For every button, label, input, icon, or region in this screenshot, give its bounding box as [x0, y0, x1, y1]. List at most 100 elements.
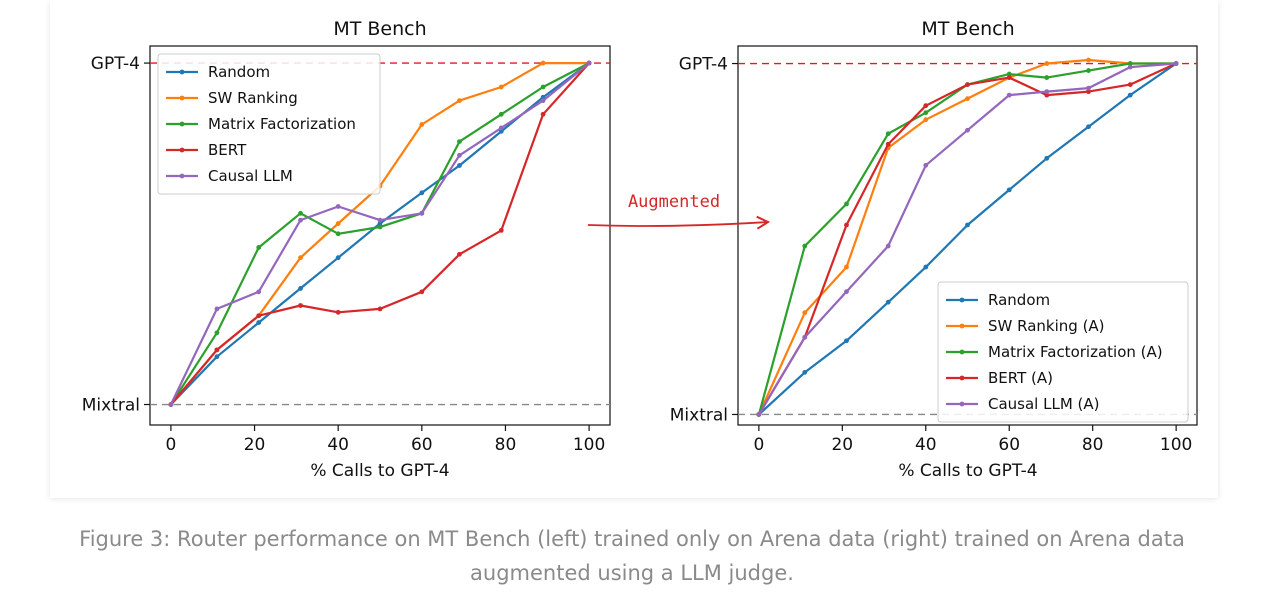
left-series-causal-llm-point-6: [419, 210, 425, 216]
right-series-sw-ranking-a-point-7: [1044, 61, 1050, 66]
left-series-matrix-factorization-point-2: [256, 245, 262, 250]
figure-svg: MT Bench 0 20 40 60 80 100 Mixtral GPT-4 Random…: [82, 18, 1198, 481]
right-series-matrix-factorization-a-point-2: [844, 201, 849, 207]
left-plot-frame: [149, 45, 611, 426]
right-series-causal-llm-a-point-3: [885, 243, 891, 249]
left-x-axis-label: % Calls to GPT-4: [310, 461, 449, 481]
right-series-matrix-factorization-a-point-9: [1127, 61, 1133, 66]
right-series-matrix-factorization-a-point-3: [885, 131, 891, 137]
left-series-random-point-1: [214, 354, 220, 360]
right-series-bert-a-point-2: [844, 222, 849, 228]
right-legend: Random SW Ranking (A) Matrix Factorization…: [937, 281, 1189, 423]
right-series-sw-ranking-a-point-1: [802, 310, 808, 316]
left-series-bert-point-4: [335, 309, 341, 315]
left-series-bert-point-3: [298, 303, 303, 308]
right-x-tick-label-100: 100: [1160, 435, 1192, 455]
right-x-tick-label-40: 40: [915, 435, 937, 455]
left-legend-sw-ranking-label: SW Ranking: [208, 89, 298, 107]
right-series-matrix-factorization-a-point-4: [923, 110, 929, 116]
left-series-random-point-3: [298, 286, 303, 291]
left-x-tick-label-80: 80: [495, 435, 517, 455]
right-series-matrix-factorization-a-point-8: [1086, 68, 1091, 73]
right-series-random-point-8: [1086, 124, 1091, 130]
left-series-matrix-factorization-point-8: [498, 111, 504, 117]
left-series-sw-ranking-point-9: [540, 60, 546, 66]
left-series-causal-llm-point-7: [457, 152, 462, 158]
right-series-causal-llm-a-point-1: [802, 334, 808, 340]
left-series-causal-llm-point-4: [335, 204, 341, 209]
right-series-causal-llm-a-point-0: [756, 412, 762, 417]
right-x-tick-label-0: 0: [753, 435, 764, 455]
right-legend-bert-a-swatch-marker: [959, 375, 965, 381]
left-series-matrix-factorization-point-5: [377, 224, 383, 230]
left-y-tick-label-mixtral: Mixtral: [82, 396, 140, 416]
left-series-causal-llm-point-2: [256, 289, 262, 295]
left-series-causal-llm-point-9: [540, 98, 546, 104]
left-series-bert-point-7: [457, 251, 462, 257]
right-legend-sw-ranking-a-swatch-marker: [959, 323, 965, 329]
right-chart-title: MT Bench: [921, 18, 1014, 40]
right-series-causal-llm-a-point-10: [1173, 61, 1179, 66]
right-series-causal-llm-a-point-6: [1006, 92, 1012, 98]
figure-panel: MT Bench 0 20 40 60 80 100 Mixtral GPT-4 Random…: [50, 0, 1218, 498]
right-legend-random-label: Random: [988, 291, 1050, 309]
left-plot-layer: 0 20 40 60 80 100 Mixtral GPT-4: [82, 54, 610, 455]
right-x-axis-label: % Calls to GPT-4: [898, 461, 1037, 481]
left-x-tick-label-100: 100: [573, 435, 605, 455]
right-legend-sw-ranking-a-label: SW Ranking (A): [988, 317, 1105, 335]
right-x-tick-label-20: 20: [831, 435, 853, 455]
right-y-tick-label-mixtral: Mixtral: [670, 405, 728, 425]
left-series-sw-ranking-point-3: [298, 255, 303, 261]
left-legend-causal-llm-swatch-marker: [179, 173, 185, 179]
caption-line-1: Figure 3: Router performance on MT Bench…: [79, 527, 1185, 551]
right-series-bert-a-point-6: [1006, 75, 1012, 80]
right-series-bert-a-point-7: [1044, 92, 1050, 98]
right-chart: MT Bench 0 20 40 60 80 100 Mixtral GPT-4 Random…: [670, 18, 1198, 481]
augmented-arrow: [587, 222, 768, 226]
right-series-sw-ranking-a-point-5: [965, 96, 970, 102]
right-legend-matrix-factorization-a-label: Matrix Factorization (A): [988, 343, 1163, 361]
left-legend-random-label: Random: [208, 63, 270, 81]
left-series-causal-llm-point-3: [298, 217, 303, 223]
left-series-random-point-5: [377, 221, 383, 226]
left-series-causal-llm-point-10: [586, 60, 592, 66]
left-series-random-point-2: [256, 320, 262, 325]
left-series-bert-point-6: [419, 289, 425, 295]
right-legend-random-swatch-marker: [959, 297, 965, 303]
left-legend: Random SW Ranking Matrix Factorization BERT…: [157, 53, 381, 195]
left-chart: MT Bench 0 20 40 60 80 100 Mixtral GPT-4 Random…: [82, 18, 611, 481]
caption-line-2: augmented using a LLM judge.: [470, 561, 794, 585]
right-series-random-point-5: [965, 222, 970, 228]
left-legend-matrix-factorization-swatch-marker: [179, 121, 185, 127]
left-series-matrix-factorization-point-9: [540, 84, 546, 90]
left-legend-box: [157, 53, 381, 195]
left-series-causal-llm-point-1: [214, 306, 220, 312]
left-series-random-point-7: [457, 163, 462, 168]
left-series-bert-point-8: [498, 227, 504, 233]
right-series-random-point-7: [1044, 155, 1050, 161]
left-series-matrix-factorization-point-7: [457, 139, 462, 145]
left-series-sw-ranking-point-7: [457, 98, 462, 104]
left-series-matrix-factorization-point-3: [298, 210, 303, 216]
right-legend-bert-a-label: BERT (A): [988, 369, 1053, 387]
right-series-random-point-2: [844, 338, 849, 344]
left-series-bert-point-2: [256, 313, 262, 319]
right-series-random-point-1: [802, 369, 808, 375]
left-chart-title: MT Bench: [333, 18, 426, 40]
left-series-random-point-4: [335, 255, 341, 261]
left-series-matrix-factorization-point-4: [335, 231, 341, 237]
left-series-sw-ranking-point-6: [419, 122, 425, 127]
right-series-causal-llm-a-point-9: [1127, 64, 1133, 70]
left-legend-bert-label: BERT: [208, 141, 247, 159]
right-series-bert-a-point-8: [1086, 89, 1091, 95]
left-legend-random-swatch-marker: [179, 69, 185, 75]
right-series-sw-ranking-a-point-8: [1086, 57, 1091, 63]
right-series-random-point-6: [1006, 187, 1012, 193]
left-y-tick-label-gpt-4: GPT-4: [91, 54, 140, 74]
augmented-label: Augmented: [628, 192, 720, 212]
left-x-tick-label-20: 20: [244, 435, 266, 455]
right-series-causal-llm-a-point-8: [1086, 85, 1091, 91]
left-x-tick-label-0: 0: [165, 435, 176, 455]
left-legend-bert-swatch-marker: [179, 147, 185, 153]
left-series-random-point-6: [419, 190, 425, 196]
